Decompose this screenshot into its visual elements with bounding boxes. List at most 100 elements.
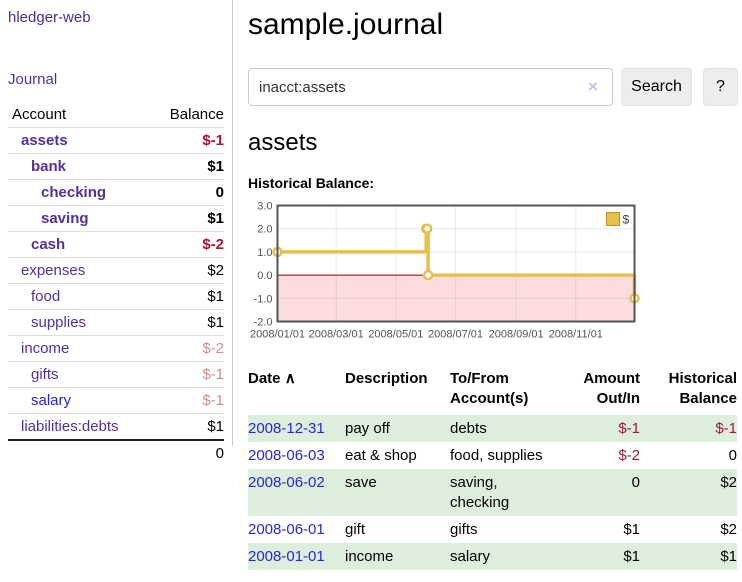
balance-column-header: Historical Balance — [668, 370, 737, 407]
svg-text:-2.0: -2.0 — [254, 317, 273, 329]
register-header-row: Date ∧ Description To/From Account(s) Am… — [248, 369, 737, 415]
register-row: 2008-06-01 gift gifts $1 $2 — [248, 516, 737, 543]
chart-title: Historical Balance: — [248, 175, 375, 191]
account-link-cash[interactable]: cash — [31, 236, 66, 253]
date-column-header[interactable]: Date ∧ — [248, 369, 345, 415]
svg-text:1.0: 1.0 — [257, 247, 272, 259]
account-row: assets $-1 — [8, 127, 224, 154]
transaction-accounts: gifts — [450, 521, 478, 538]
account-link-food[interactable]: food — [31, 288, 61, 305]
account-balance: 0 — [215, 184, 224, 201]
svg-text:0.0: 0.0 — [257, 270, 272, 282]
search-input[interactable] — [248, 68, 613, 106]
transaction-amount: $-1 — [618, 420, 640, 437]
transaction-accounts: debts — [450, 420, 487, 437]
account-heading: assets — [248, 129, 318, 156]
accounts-table: Account Balance assets $-1 bank $1 check… — [8, 102, 224, 466]
account-link-salary[interactable]: salary — [31, 392, 72, 409]
clear-search-icon[interactable]: × — [588, 77, 598, 96]
accounts-column-header: To/From Account(s) — [450, 370, 529, 407]
account-row: food $1 — [8, 283, 224, 310]
account-link-expenses[interactable]: expenses — [21, 262, 86, 279]
account-link-gifts[interactable]: gifts — [31, 366, 59, 383]
svg-text:2008/11/01: 2008/11/01 — [549, 329, 603, 341]
svg-text:3.0: 3.0 — [257, 201, 272, 213]
amount-column-header: Amount Out/In — [583, 370, 640, 407]
transaction-description: eat & shop — [345, 447, 417, 464]
account-link-supplies[interactable]: supplies — [31, 314, 87, 331]
account-link-income[interactable]: income — [21, 340, 70, 357]
svg-text:2008/03/01: 2008/03/01 — [309, 329, 364, 341]
sidebar-item-journal[interactable]: Journal — [8, 71, 58, 88]
account-balance: $-1 — [202, 132, 224, 149]
sidebar: hledger-web Journal Account Balance asse… — [0, 0, 233, 462]
transaction-balance: $1 — [720, 548, 737, 565]
register-row: 2008-01-01 income salary $1 $1 — [248, 543, 737, 570]
transaction-description: gift — [345, 521, 366, 538]
transaction-accounts: food, supplies — [450, 447, 543, 464]
account-row: supplies $1 — [8, 309, 224, 336]
account-row: gifts $-1 — [8, 361, 224, 388]
page-title: sample.journal — [248, 8, 444, 41]
svg-text:2008/01/01: 2008/01/01 — [250, 329, 305, 341]
accounts-total-value: 0 — [215, 445, 224, 462]
search-button[interactable]: Search — [621, 68, 692, 106]
account-row: cash $-2 — [8, 231, 224, 258]
transaction-date-link[interactable]: 2008-06-03 — [248, 447, 325, 464]
transaction-date-link[interactable]: 2008-06-02 — [248, 474, 325, 491]
account-balance: $1 — [207, 288, 224, 305]
account-row: saving $1 — [8, 205, 224, 232]
account-link-saving[interactable]: saving — [41, 210, 89, 227]
transaction-balance: $-1 — [715, 420, 737, 437]
transaction-description: save — [345, 474, 377, 491]
app-brand: hledger-web — [8, 9, 224, 27]
account-link-checking[interactable]: checking — [41, 184, 107, 201]
transaction-date-link[interactable]: 2008-12-31 — [248, 420, 325, 437]
transaction-description: income — [345, 548, 394, 565]
transaction-balance: 0 — [728, 447, 737, 464]
account-balance: $-2 — [202, 236, 224, 253]
transaction-date-link[interactable]: 2008-01-01 — [248, 548, 325, 565]
account-balance: $2 — [207, 262, 224, 279]
register-table: Date ∧ Description To/From Account(s) Am… — [248, 369, 737, 570]
account-row: income $-2 — [8, 335, 224, 362]
transaction-accounts: saving, checking — [450, 474, 510, 511]
transaction-accounts: salary — [450, 548, 491, 565]
transaction-balance: $2 — [720, 521, 737, 538]
help-button[interactable]: ? — [703, 68, 738, 106]
account-link-liabilities-debts[interactable]: liabilities:debts — [21, 418, 119, 435]
account-row: checking 0 — [8, 179, 224, 206]
sort-ascending-icon: ∧ — [284, 370, 296, 387]
transaction-date-link[interactable]: 2008-06-01 — [248, 521, 325, 538]
search-form: × Search ? — [248, 68, 738, 106]
brand-link[interactable]: hledger-web — [8, 9, 91, 26]
accounts-col-header: Account — [12, 106, 67, 123]
svg-text:2.0: 2.0 — [257, 224, 272, 236]
account-link-bank[interactable]: bank — [31, 158, 67, 175]
account-balance: $1 — [207, 314, 224, 331]
account-balance: $-2 — [202, 340, 224, 357]
transaction-amount: $1 — [623, 548, 640, 565]
svg-text:$: $ — [623, 213, 630, 227]
svg-text:2008/07/01: 2008/07/01 — [428, 329, 483, 341]
transaction-amount: $1 — [623, 521, 640, 538]
account-row: liabilities:debts $1 — [8, 413, 224, 441]
account-row: bank $1 — [8, 153, 224, 180]
transaction-amount: $-2 — [618, 447, 640, 464]
accounts-table-header: Account Balance — [8, 102, 224, 128]
chart-container: $3.0 2.0 1.0 0.0 -1.0 -2.0 2008/01/01 2008/03/0… — [248, 201, 738, 346]
svg-text:-1.0: -1.0 — [254, 293, 273, 305]
transaction-balance: $2 — [720, 474, 737, 491]
date-header-label: Date — [248, 370, 281, 387]
account-row: expenses $2 — [8, 257, 224, 284]
account-link-assets[interactable]: assets — [21, 132, 68, 149]
svg-text:2008/05/01: 2008/05/01 — [368, 329, 423, 341]
account-balance: $1 — [207, 418, 224, 435]
main-content: sample.journal × Search ? assets Histori… — [248, 0, 738, 570]
account-balance: $-1 — [202, 366, 224, 383]
svg-text:2008/09/01: 2008/09/01 — [489, 329, 544, 341]
transaction-amount: 0 — [631, 474, 640, 491]
description-column-header: Description — [345, 370, 428, 387]
accounts-total-row: 0 — [8, 440, 224, 466]
